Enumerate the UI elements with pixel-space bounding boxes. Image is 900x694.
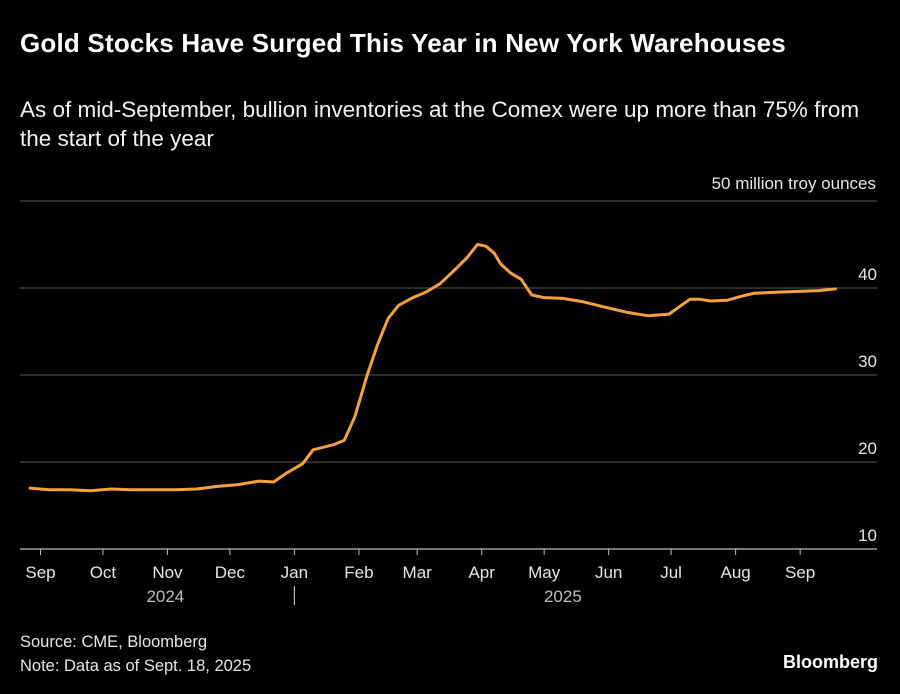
chart-subtitle: As of mid-September, bullion inventories… xyxy=(20,97,860,151)
x-tick-label: Jun xyxy=(595,563,622,582)
x-tick-label: Dec xyxy=(215,563,246,582)
year-label: 2024 xyxy=(146,587,184,606)
y-tick-label: 30 xyxy=(858,352,877,371)
x-tick-label: Sep xyxy=(785,563,815,582)
x-tick-label: Oct xyxy=(90,563,117,582)
y-tick-label: 10 xyxy=(858,526,877,545)
x-tick-label: May xyxy=(528,563,561,582)
chart-footer: Source: CME, Bloomberg Note: Data as of … xyxy=(20,630,251,678)
x-tick-label: Apr xyxy=(468,563,495,582)
x-tick-label: Jan xyxy=(281,563,308,582)
y-tick-label: 40 xyxy=(858,265,877,284)
x-tick-label: Mar xyxy=(403,563,433,582)
x-tick-label: Nov xyxy=(152,563,183,582)
chart-title: Gold Stocks Have Surged This Year in New… xyxy=(20,28,786,58)
bloomberg-logo: Bloomberg xyxy=(782,652,878,672)
x-tick-label: Aug xyxy=(720,563,750,582)
x-tick-label: Feb xyxy=(344,563,373,582)
source-note: Source: CME, Bloomberg xyxy=(20,633,208,651)
data-note: Note: Data as of Sept. 18, 2025 xyxy=(20,657,252,675)
y-tick-label: 20 xyxy=(858,439,877,458)
x-tick-label: Sep xyxy=(25,563,55,582)
y-axis-unit-label: 50 million troy ounces xyxy=(711,174,876,193)
year-label: 2025 xyxy=(544,587,582,606)
series-line xyxy=(28,243,837,493)
x-tick-label: Jul xyxy=(660,563,682,582)
